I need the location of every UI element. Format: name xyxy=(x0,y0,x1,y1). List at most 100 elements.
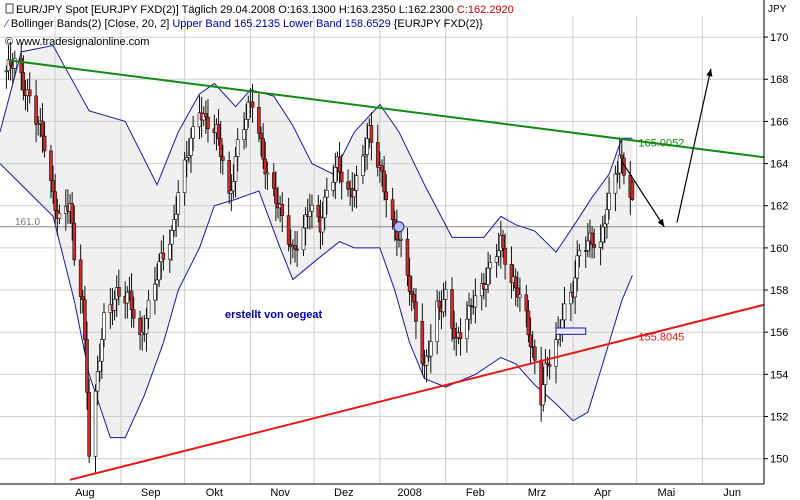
candle xyxy=(513,268,518,306)
candle xyxy=(429,324,433,374)
candle-body xyxy=(333,167,338,183)
candle-body xyxy=(554,339,558,367)
candle xyxy=(331,164,335,197)
candle xyxy=(399,229,403,258)
candle-body xyxy=(501,235,505,249)
candle-body xyxy=(320,217,325,233)
candle xyxy=(361,145,365,184)
candle xyxy=(233,147,238,198)
candle xyxy=(339,154,344,200)
candle-body xyxy=(303,214,308,229)
candle xyxy=(600,215,605,250)
marked-box xyxy=(555,327,587,335)
candle-body xyxy=(503,248,507,265)
candle xyxy=(153,266,157,315)
candle-body xyxy=(112,298,117,311)
legend-line-2-text: Bollinger Bands(2) [Close, 20, 2] xyxy=(11,18,169,30)
candle-body xyxy=(102,312,106,340)
y-tick-label: 152 xyxy=(770,412,788,424)
candle-body xyxy=(100,339,104,362)
bollinger-values: Upper Band 165.2135 Lower Band 158.6529 xyxy=(172,18,390,30)
candle-body xyxy=(19,58,24,73)
candle xyxy=(518,277,522,312)
candle xyxy=(575,240,580,292)
candle xyxy=(303,207,308,246)
candle-body xyxy=(414,301,418,322)
forecast-arrow xyxy=(621,161,665,228)
candle xyxy=(144,307,149,352)
candle xyxy=(176,180,181,227)
candle-body xyxy=(265,172,270,175)
candle-body xyxy=(339,171,344,183)
candle xyxy=(441,282,446,318)
candle-body xyxy=(87,391,91,457)
candle-body xyxy=(155,279,159,285)
candle xyxy=(528,317,533,365)
candle-body xyxy=(426,355,431,358)
candle xyxy=(569,283,573,322)
candle-body xyxy=(34,95,38,125)
resistance-line xyxy=(8,59,765,159)
candle xyxy=(97,343,102,383)
candle-body xyxy=(184,157,189,161)
candle xyxy=(293,231,297,263)
candle xyxy=(598,224,603,266)
candle xyxy=(316,194,321,223)
candle-body xyxy=(257,106,261,134)
candle xyxy=(494,243,499,278)
candle xyxy=(187,138,191,163)
candle-body xyxy=(206,116,210,130)
candle-body xyxy=(70,203,74,224)
candle xyxy=(117,269,121,306)
candle-body xyxy=(274,188,278,204)
candle xyxy=(473,278,478,324)
candle-body xyxy=(532,346,537,361)
candle-body xyxy=(246,101,251,120)
candle-body xyxy=(295,248,299,251)
y-tick-label: 162 xyxy=(770,201,788,213)
y-tick-label: 160 xyxy=(770,243,788,255)
candle xyxy=(206,99,210,143)
candle xyxy=(420,303,425,376)
candle-body xyxy=(437,300,442,308)
forecast-arrow-shaft xyxy=(676,68,712,223)
candle xyxy=(95,355,100,406)
candle-body xyxy=(4,70,9,73)
candle xyxy=(242,112,246,150)
candle xyxy=(218,120,223,174)
candle-body xyxy=(189,137,193,156)
candle-body xyxy=(361,155,365,176)
candle-body xyxy=(80,296,85,301)
candle-body xyxy=(229,190,234,194)
candle-body xyxy=(454,337,459,339)
candle xyxy=(70,192,74,241)
candle xyxy=(322,189,327,231)
x-tick-label: Dez xyxy=(334,487,354,499)
candle xyxy=(36,116,41,136)
candle-body xyxy=(191,126,195,139)
candle xyxy=(131,296,136,328)
candle xyxy=(216,109,221,146)
x-tick-label: Feb xyxy=(466,487,485,499)
candle xyxy=(129,273,134,328)
support-label: 155.8045 xyxy=(638,331,684,343)
candle-body xyxy=(607,192,611,210)
candle-body xyxy=(375,142,380,168)
y-tick-label: 150 xyxy=(770,454,788,466)
candle xyxy=(191,115,195,152)
candle-body xyxy=(592,244,597,248)
candle-body xyxy=(204,113,208,118)
upper-band-line xyxy=(0,44,633,253)
horizontal-level: 161.0 xyxy=(0,217,764,228)
candle xyxy=(354,165,359,209)
candle-body xyxy=(441,299,446,313)
candle-body xyxy=(57,213,62,219)
candle-body xyxy=(443,289,448,300)
candle xyxy=(607,176,611,220)
candle xyxy=(454,322,459,357)
candle xyxy=(138,310,142,350)
candlesticks xyxy=(4,41,635,473)
trendlines: 165.0052 155.8045 xyxy=(8,59,765,481)
candle-body xyxy=(129,290,134,311)
